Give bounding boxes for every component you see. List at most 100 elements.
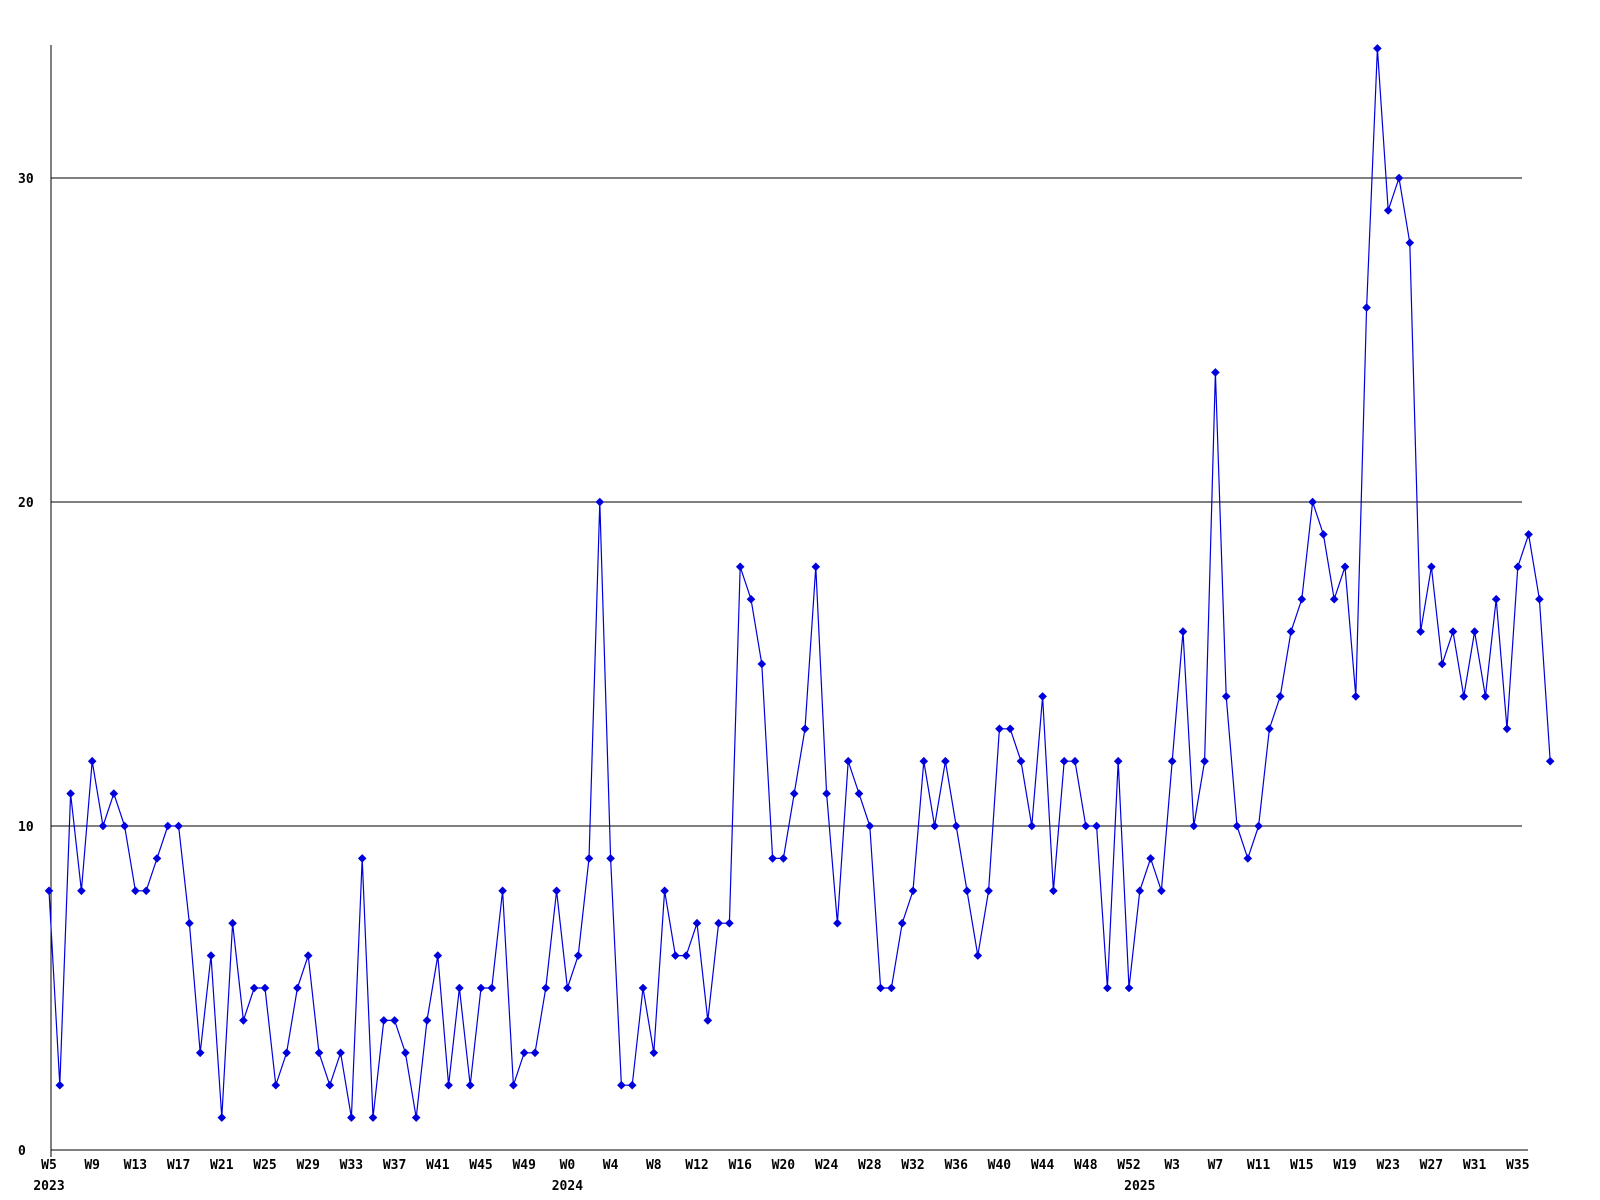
data-point-marker: [530, 1048, 540, 1058]
data-point-marker: [779, 854, 788, 863]
data-point-marker: [617, 1080, 626, 1090]
data-point-marker: [282, 1048, 291, 1058]
data-point-marker: [1405, 238, 1415, 248]
data-point-marker: [1362, 303, 1371, 312]
data-point-marker: [152, 854, 162, 863]
data-point-marker: [347, 1113, 356, 1122]
x-tick-label: W37: [383, 1158, 406, 1173]
data-point-marker: [671, 951, 680, 960]
data-point-marker: [1340, 562, 1350, 572]
data-point-marker: [401, 1048, 410, 1058]
data-point-marker: [865, 821, 875, 831]
data-point-marker: [833, 918, 842, 928]
data-point-marker: [1038, 692, 1047, 701]
x-tick-label: W11: [1247, 1158, 1271, 1173]
x-tick-label: W29: [296, 1158, 319, 1173]
data-point-marker: [228, 918, 237, 928]
data-point-marker: [1470, 627, 1479, 636]
x-tick-label: W28: [858, 1158, 882, 1173]
data-point-marker: [1157, 886, 1166, 896]
data-point-marker: [66, 789, 75, 798]
data-point-marker: [1049, 886, 1058, 896]
data-point-marker: [1178, 627, 1188, 636]
data-point-marker: [1059, 756, 1069, 766]
data-point-marker: [1535, 594, 1544, 604]
data-point-marker: [703, 1016, 713, 1025]
data-point-marker: [887, 983, 896, 993]
data-point-marker: [768, 854, 777, 863]
x-tick-label: W25: [253, 1158, 276, 1173]
x-tick-label: W4: [603, 1158, 619, 1173]
data-point-marker: [941, 756, 950, 766]
data-point-marker: [1200, 756, 1209, 766]
data-point-marker: [1221, 692, 1231, 701]
data-point-marker: [498, 886, 507, 896]
data-point-marker: [325, 1080, 335, 1090]
data-point-marker: [595, 497, 605, 507]
data-point-marker: [584, 854, 594, 863]
x-tick-label: W9: [84, 1158, 100, 1173]
data-point-marker: [1416, 627, 1425, 636]
data-point-marker: [714, 918, 723, 928]
data-point-marker: [206, 951, 216, 960]
x-tick-label: W40: [988, 1158, 1012, 1173]
x-tick-label: W24: [815, 1158, 839, 1173]
data-point-marker: [1005, 724, 1015, 734]
data-point-marker: [1135, 886, 1145, 896]
x-tick-label: W32: [901, 1158, 924, 1173]
data-line: [48, 47, 1551, 1119]
data-point-marker: [1027, 821, 1037, 831]
data-point-marker: [995, 724, 1004, 734]
data-point-marker: [411, 1113, 421, 1122]
data-point-marker: [606, 854, 615, 863]
data-point-marker: [1545, 756, 1555, 766]
data-point-marker: [357, 854, 367, 863]
data-point-marker: [368, 1113, 378, 1122]
data-point-marker: [141, 886, 151, 896]
data-point-marker: [77, 886, 86, 896]
data-point-marker: [1329, 594, 1339, 604]
data-point-marker: [1211, 368, 1220, 377]
data-point-marker: [1286, 627, 1296, 636]
x-tick-label: W7: [1208, 1158, 1224, 1173]
data-point-marker: [336, 1048, 345, 1058]
data-point-marker: [509, 1080, 518, 1090]
data-point-marker: [843, 756, 853, 766]
data-point-marker: [897, 918, 907, 928]
data-point-marker: [271, 1080, 281, 1090]
data-point-marker: [789, 789, 799, 798]
x-tick-label: W52: [1117, 1158, 1140, 1173]
data-point-marker: [951, 821, 961, 831]
data-point-marker: [487, 983, 497, 993]
data-point-marker: [552, 886, 561, 896]
data-point-marker: [919, 756, 929, 766]
data-point-marker: [314, 1048, 324, 1058]
data-point-marker: [930, 821, 939, 831]
data-point-marker: [519, 1048, 529, 1058]
data-point-marker: [627, 1080, 637, 1090]
data-point-marker: [195, 1048, 205, 1058]
data-point-marker: [163, 821, 173, 831]
data-point-marker: [444, 1080, 453, 1090]
data-point-marker: [1275, 692, 1285, 701]
data-point-marker: [1373, 44, 1382, 53]
data-point-marker: [962, 886, 972, 896]
data-point-marker: [1103, 983, 1112, 993]
data-point-marker: [681, 951, 691, 960]
data-point-marker: [1481, 692, 1490, 701]
data-point-marker: [1254, 821, 1263, 831]
data-point-marker: [876, 983, 885, 993]
data-point-marker: [1437, 659, 1447, 669]
data-point-marker: [1459, 692, 1469, 701]
data-point-marker: [1394, 173, 1404, 183]
x-tick-label: W48: [1074, 1158, 1098, 1173]
data-point-marker: [563, 983, 572, 993]
data-point-marker: [249, 983, 259, 993]
data-point-marker: [174, 821, 183, 831]
data-point-marker: [1092, 821, 1101, 831]
data-point-marker: [98, 821, 108, 831]
data-point-marker: [1189, 821, 1199, 831]
x-tick-label: W16: [728, 1158, 752, 1173]
